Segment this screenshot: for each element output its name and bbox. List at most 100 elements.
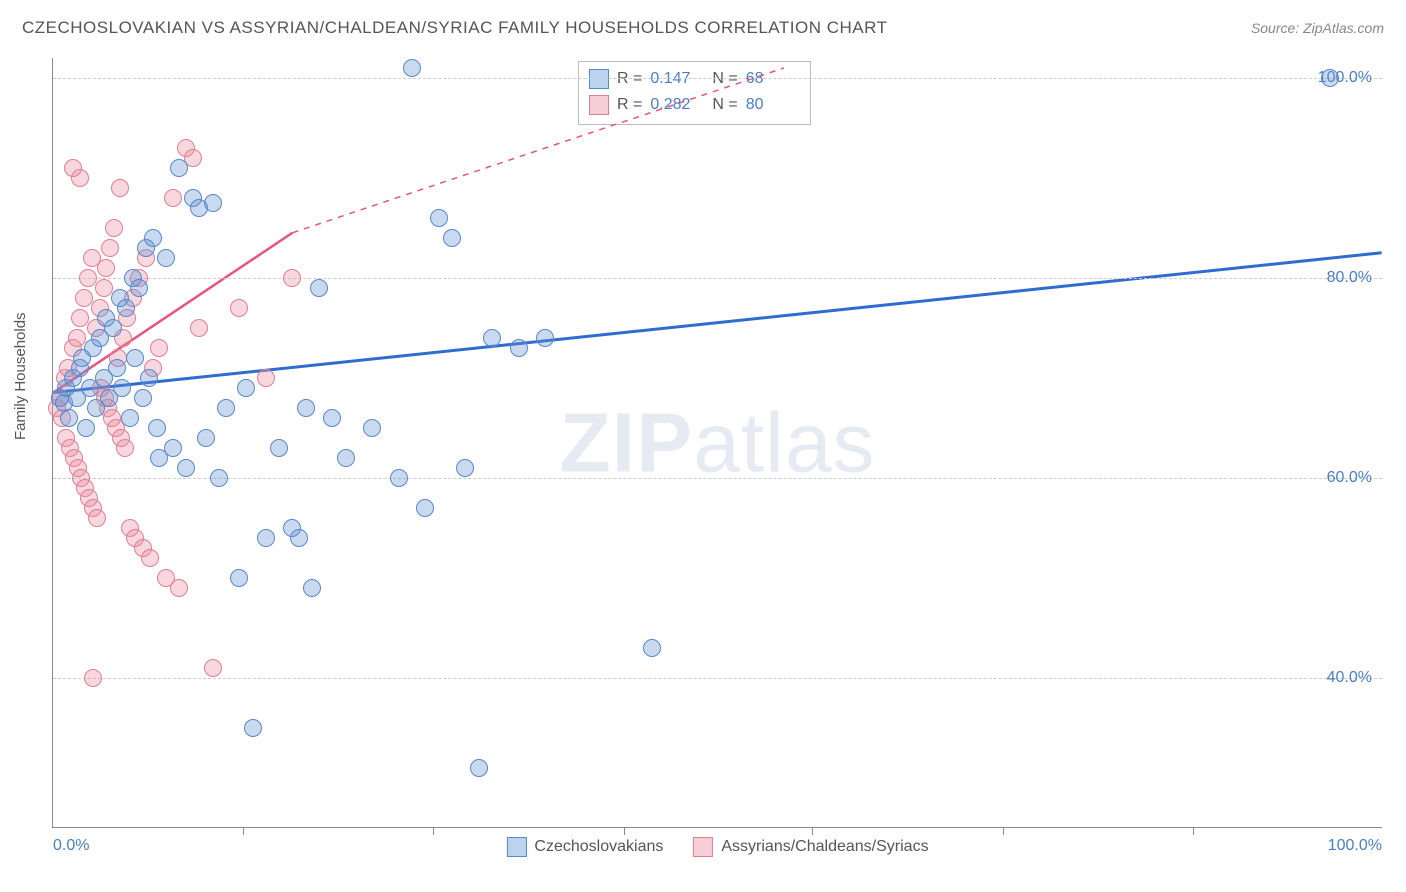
scatter-point (170, 159, 188, 177)
scatter-point (323, 409, 341, 427)
y-axis-label: Family Households (12, 312, 29, 440)
x-tick-max: 100.0% (1328, 837, 1382, 855)
scatter-point (390, 469, 408, 487)
scatter-point (68, 329, 86, 347)
correlation-legend: R = 0.147 N = 68 R = 0.282 N = 80 (578, 61, 811, 125)
y-tick-label: 80.0% (1327, 269, 1372, 287)
scatter-point (290, 529, 308, 547)
scatter-point (134, 389, 152, 407)
scatter-point (141, 549, 159, 567)
y-tick-label: 40.0% (1327, 669, 1372, 687)
r-value-2: 0.282 (650, 96, 704, 114)
x-tick (243, 827, 244, 835)
scatter-point (101, 239, 119, 257)
scatter-point (303, 579, 321, 597)
scatter-point (416, 499, 434, 517)
scatter-point (257, 369, 275, 387)
x-tick (433, 827, 434, 835)
legend-row-1: R = 0.147 N = 68 (589, 66, 800, 92)
scatter-point (88, 509, 106, 527)
scatter-point (204, 659, 222, 677)
scatter-point (177, 459, 195, 477)
scatter-point (297, 399, 315, 417)
scatter-point (111, 179, 129, 197)
y-tick-label: 60.0% (1327, 469, 1372, 487)
scatter-point (403, 59, 421, 77)
scatter-point (204, 194, 222, 212)
scatter-point (108, 359, 126, 377)
scatter-point (190, 319, 208, 337)
watermark-atlas: atlas (693, 395, 875, 489)
scatter-point (443, 229, 461, 247)
legend-label-1: Czechoslovakians (534, 838, 663, 856)
legend-item-2: Assyrians/Chaldeans/Syriacs (693, 837, 928, 857)
scatter-point (75, 289, 93, 307)
bottom-legend: Czechoslovakians Assyrians/Chaldeans/Syr… (506, 837, 928, 857)
scatter-point (150, 339, 168, 357)
r-label: R = (617, 96, 642, 114)
scatter-point (310, 279, 328, 297)
n-value-1: 68 (746, 70, 800, 88)
gridline (53, 78, 1382, 79)
x-tick (812, 827, 813, 835)
scatter-point (1321, 69, 1339, 87)
scatter-point (157, 249, 175, 267)
scatter-point (126, 349, 144, 367)
swatch-series-2 (589, 95, 609, 115)
scatter-point (237, 379, 255, 397)
gridline (53, 478, 1382, 479)
scatter-point (95, 279, 113, 297)
gridline (53, 678, 1382, 679)
scatter-point (105, 219, 123, 237)
scatter-point (197, 429, 215, 447)
scatter-point (483, 329, 501, 347)
source-label: Source: ZipAtlas.com (1251, 20, 1384, 36)
scatter-point (117, 299, 135, 317)
scatter-point (104, 319, 122, 337)
scatter-point (643, 639, 661, 657)
scatter-point (60, 409, 78, 427)
scatter-point (230, 569, 248, 587)
plot-area: ZIPatlas R = 0.147 N = 68 R = 0.282 N = … (52, 58, 1382, 828)
watermark-zip: ZIP (559, 395, 693, 489)
scatter-point (148, 419, 166, 437)
x-tick (624, 827, 625, 835)
scatter-point (430, 209, 448, 227)
scatter-point (130, 279, 148, 297)
scatter-point (363, 419, 381, 437)
scatter-point (71, 309, 89, 327)
scatter-point (230, 299, 248, 317)
legend-item-1: Czechoslovakians (506, 837, 663, 857)
scatter-point (84, 669, 102, 687)
scatter-point (170, 579, 188, 597)
scatter-point (257, 529, 275, 547)
swatch-series-2 (693, 837, 713, 857)
swatch-series-1 (506, 837, 526, 857)
scatter-point (210, 469, 228, 487)
legend-label-2: Assyrians/Chaldeans/Syriacs (721, 838, 928, 856)
scatter-point (144, 229, 162, 247)
scatter-point (283, 269, 301, 287)
scatter-point (116, 439, 134, 457)
scatter-point (113, 379, 131, 397)
scatter-point (77, 419, 95, 437)
legend-row-2: R = 0.282 N = 80 (589, 92, 800, 118)
scatter-point (97, 259, 115, 277)
scatter-point (470, 759, 488, 777)
n-label: N = (712, 96, 737, 114)
scatter-point (337, 449, 355, 467)
scatter-point (244, 719, 262, 737)
gridline (53, 278, 1382, 279)
scatter-point (456, 459, 474, 477)
n-value-2: 80 (746, 96, 800, 114)
scatter-point (164, 189, 182, 207)
x-tick-min: 0.0% (53, 837, 89, 855)
scatter-point (121, 409, 139, 427)
r-label: R = (617, 70, 642, 88)
chart-title: CZECHOSLOVAKIAN VS ASSYRIAN/CHALDEAN/SYR… (22, 18, 887, 38)
watermark: ZIPatlas (559, 394, 875, 491)
n-label: N = (712, 70, 737, 88)
scatter-point (164, 439, 182, 457)
scatter-point (510, 339, 528, 357)
swatch-series-1 (589, 69, 609, 89)
